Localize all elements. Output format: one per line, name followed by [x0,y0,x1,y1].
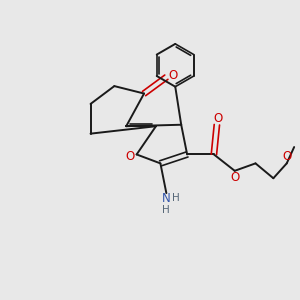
Text: O: O [230,171,239,184]
Text: O: O [282,150,291,163]
Text: N: N [161,192,170,205]
Text: H: H [172,193,180,202]
Text: H: H [162,205,169,215]
Text: O: O [125,150,135,163]
Text: O: O [168,69,178,82]
Text: O: O [214,112,223,125]
